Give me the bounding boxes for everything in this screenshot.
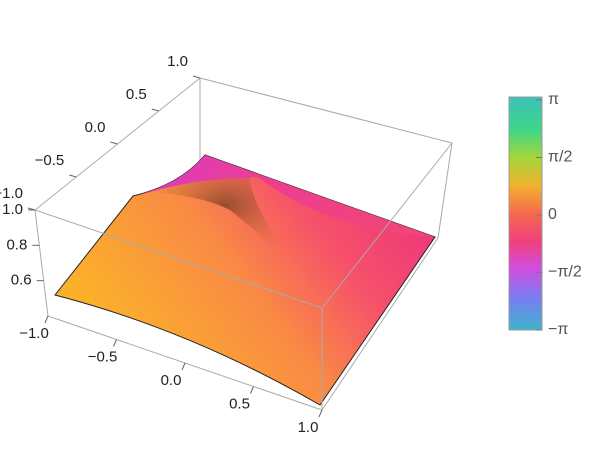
- x-tick: [250, 386, 254, 394]
- y-tick-label: −1.0: [0, 185, 23, 202]
- surface-top: [133, 155, 435, 237]
- x-tick-label: −1.0: [19, 325, 49, 342]
- y-tick: [69, 174, 77, 178]
- z-tick-label: 0.6: [11, 272, 32, 289]
- colorbar-tick-label: 0: [548, 206, 557, 223]
- y-tick: [151, 108, 159, 112]
- y-tick: [110, 141, 118, 145]
- x-tick: [318, 409, 323, 418]
- surface: [54, 154, 436, 406]
- y-tick-label: 0.5: [126, 86, 147, 103]
- surface-fold: [150, 178, 300, 270]
- x-tick: [44, 315, 49, 324]
- x-tick-label: 0.5: [229, 395, 250, 412]
- axes: −1.0−0.50.00.51.0−1.0−0.50.00.51.00.60.8…: [0, 53, 323, 436]
- colorbar-tick-label: π: [548, 91, 559, 108]
- y-tick-label: 0.0: [85, 119, 106, 136]
- colorbar: [508, 96, 543, 331]
- x-tick-label: −0.5: [88, 348, 118, 365]
- colorbar-tick-label: π/2: [548, 149, 572, 166]
- x-tick: [113, 339, 117, 347]
- y-tick-label: 1.0: [167, 53, 188, 70]
- y-tick: [192, 75, 201, 79]
- x-tick: [181, 362, 186, 371]
- colorbar-tick-label: −π/2: [548, 264, 582, 281]
- x-tick-label: 0.0: [161, 372, 182, 389]
- x-tick-label: 1.0: [298, 419, 319, 436]
- box-edge: [321, 237, 439, 411]
- z-tick-label: 1.0: [2, 201, 23, 218]
- colorbar-tick-label: −π: [548, 321, 568, 338]
- colorbar-ticks: π π/2 0 −π/2 −π: [536, 91, 582, 338]
- y-tick-label: −0.5: [35, 152, 65, 169]
- z-tick-label: 0.8: [6, 236, 27, 253]
